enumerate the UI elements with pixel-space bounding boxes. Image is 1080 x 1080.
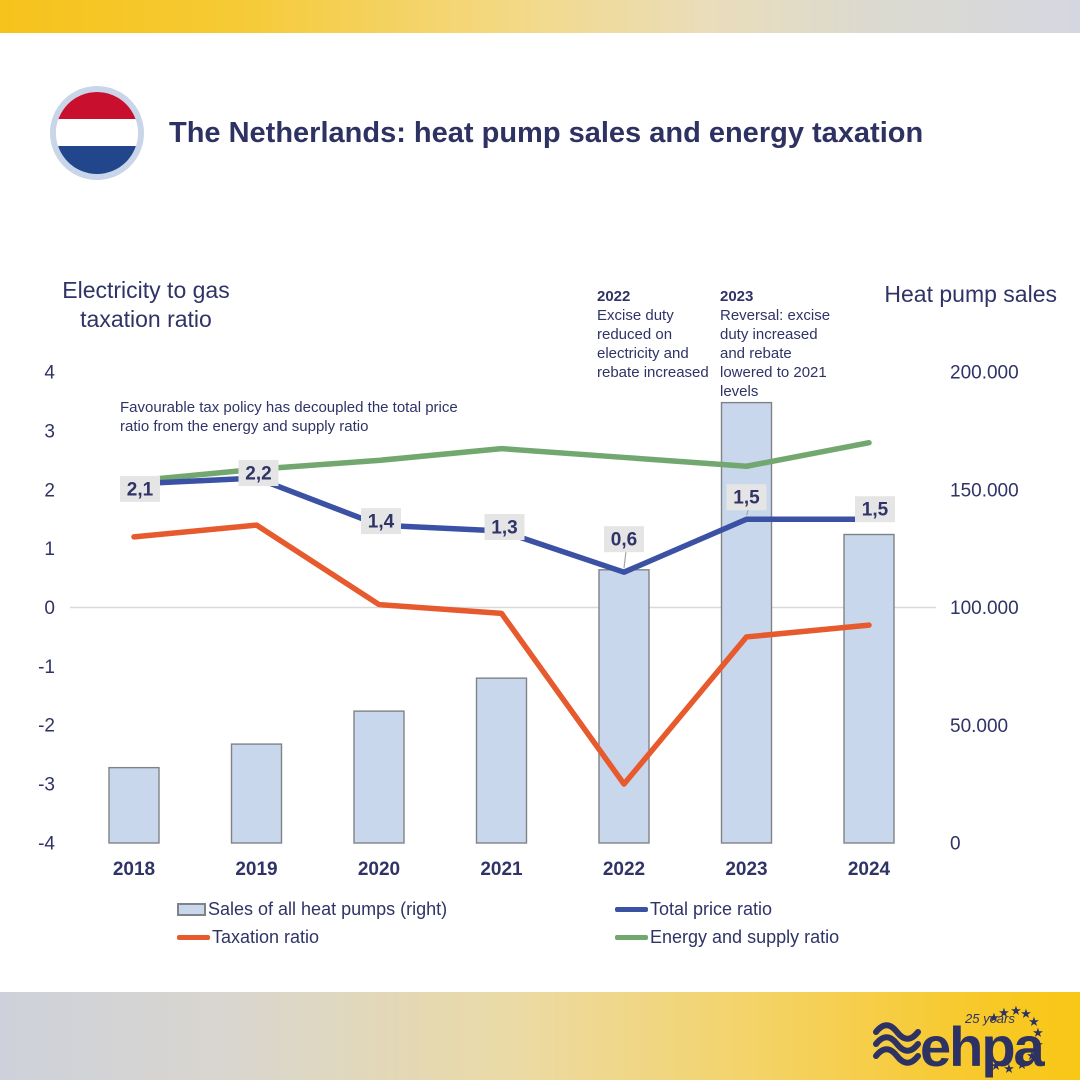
- year-label-2020: 2020: [358, 859, 400, 880]
- year-labels: 2018 2019 2020 2021 2022 2023 2024: [113, 859, 891, 880]
- bar-swatch-icon: [177, 903, 206, 916]
- point-label-bg: [238, 460, 279, 487]
- legend-item-energy-supply: Energy and supply ratio: [615, 927, 839, 948]
- right-tick-label: 100.000: [950, 598, 1019, 619]
- left-axis-ticks: 4 3 2 1 0 -1 -2 -3 -4: [38, 363, 55, 855]
- left-tick-label: -2: [38, 716, 55, 737]
- left-tick-label: 3: [44, 421, 55, 442]
- sales-bar-2024: [843, 533, 895, 844]
- point-label-bg: [484, 513, 525, 540]
- year-label-2024: 2024: [848, 859, 891, 880]
- svg-text:★: ★: [988, 1010, 1000, 1025]
- point-label: 1,4: [368, 512, 395, 533]
- flag-stripe-blue: [56, 146, 138, 174]
- ehpa-logo: ehpa 25 years ★★ ★ ★★★ ★★★ ★★: [873, 1003, 1048, 1078]
- point-label-bg: [120, 475, 160, 502]
- chart-legend: Sales of all heat pumps (right) Total pr…: [177, 899, 839, 948]
- svg-text:★: ★: [1003, 1061, 1015, 1076]
- legend-label-energy-supply: Energy and supply ratio: [650, 927, 840, 947]
- annotation-2022-year: 2022: [597, 288, 631, 305]
- line-swatch-orange-icon: [177, 935, 210, 940]
- point-label-bg: [361, 508, 401, 535]
- year-label-2022: 2022: [603, 859, 645, 880]
- legend-label-sales: Sales of all heat pumps (right): [208, 899, 448, 919]
- point-label: 1,5: [862, 500, 889, 521]
- legend-label-total-price: Total price ratio: [650, 899, 773, 919]
- year-label-2018: 2018: [113, 859, 155, 880]
- left-tick-label: -3: [38, 775, 55, 796]
- ehpa-25-years-label: 25 years: [964, 1011, 1015, 1026]
- ehpa-wordmark: ehpa: [920, 1015, 1046, 1078]
- svg-text:★: ★: [1016, 1057, 1028, 1072]
- left-axis-title-line1: Electricity to gas: [62, 277, 230, 303]
- point-label-bg: [604, 526, 644, 553]
- sales-bar-2021: [475, 677, 528, 844]
- legend-label-taxation: Taxation ratio: [212, 927, 320, 947]
- label-leader-line: [623, 551, 627, 569]
- left-tick-label: -4: [38, 833, 55, 854]
- left-tick-label: 1: [44, 539, 55, 560]
- point-label: 1,5: [733, 488, 760, 509]
- year-label-2021: 2021: [480, 859, 523, 880]
- legend-item-sales: Sales of all heat pumps (right): [177, 899, 615, 920]
- svg-text:★: ★: [1020, 1006, 1032, 1021]
- annotation-2022-text: Excise duty reduced on electricity and r…: [597, 307, 709, 381]
- left-tick-label: 2: [44, 480, 55, 501]
- left-axis-title: Electricity to gas taxation ratio: [48, 276, 244, 334]
- year-label-2023: 2023: [725, 859, 767, 880]
- svg-text:★: ★: [1028, 1014, 1040, 1029]
- annotation-2023-year: 2023: [720, 288, 754, 305]
- right-axis-title: Heat pump sales: [884, 281, 1057, 307]
- annotation-2023-text: Reversal: excise duty increased and reba…: [720, 307, 831, 400]
- svg-text:★: ★: [1010, 1003, 1022, 1018]
- svg-text:★: ★: [1032, 1025, 1044, 1040]
- flag-stripe-red: [56, 92, 138, 120]
- point-label: 0,6: [611, 530, 637, 551]
- point-labels: 2,1 2,2 1,4 1,3 0,6 1,5 1,5: [120, 460, 895, 569]
- annotation-decoupled: Favourable tax policy has decoupled the …: [120, 399, 458, 435]
- legend-item-taxation: Taxation ratio: [177, 927, 615, 948]
- point-label-bg: [855, 496, 895, 523]
- sales-bar-2022: [598, 569, 650, 844]
- svg-text:★: ★: [1032, 1037, 1044, 1052]
- right-tick-label: 200.000: [950, 363, 1019, 384]
- right-tick-label: 50.000: [950, 716, 1008, 737]
- annotation-2022: 2022 Excise duty reduced on electricity …: [597, 287, 711, 382]
- point-label: 2,2: [245, 464, 271, 485]
- bottom-gradient-bar: ehpa 25 years ★ ★ ★ ★ ★ ★ ★ ★ ★ ★ ★: [0, 992, 1080, 1080]
- netherlands-flag-icon: [50, 86, 144, 180]
- header: The Netherlands: heat pump sales and ene…: [50, 86, 923, 180]
- left-tick-label: -1: [38, 657, 55, 678]
- page-title: The Netherlands: heat pump sales and ene…: [169, 116, 924, 149]
- sales-bar-2018: [108, 766, 160, 844]
- left-tick-label: 0: [44, 598, 55, 619]
- left-tick-label: 4: [44, 363, 55, 384]
- right-tick-label: 0: [950, 834, 961, 855]
- sales-bar-2019: [230, 743, 283, 844]
- point-label: 1,3: [491, 517, 517, 538]
- annotation-2023: 2023 Reversal: excise duty increased and…: [720, 287, 834, 401]
- svg-text:★: ★: [1026, 1048, 1038, 1063]
- point-label-bg: [726, 484, 767, 511]
- top-gradient-bar: [0, 0, 1080, 33]
- svg-text:★: ★: [998, 1005, 1010, 1020]
- right-axis-ticks: 200.000 150.000 100.000 50.000 0: [950, 363, 1019, 855]
- ehpa-waves-icon: [873, 1022, 921, 1066]
- sales-bars: [108, 401, 895, 844]
- right-tick-label: 150.000: [950, 480, 1019, 501]
- sales-bar-2023: [720, 401, 773, 844]
- line-taxation-ratio: [131, 522, 872, 787]
- ehpa-stars-icon: ★★ ★ ★★★ ★★★ ★★: [988, 1003, 1044, 1076]
- left-axis-title-line2: taxation ratio: [80, 306, 212, 332]
- line-swatch-green-icon: [615, 935, 648, 940]
- year-label-2019: 2019: [235, 859, 277, 880]
- line-swatch-blue-icon: [615, 907, 648, 912]
- sales-bar-2020: [353, 710, 405, 844]
- flag-stripe-white: [56, 119, 138, 147]
- point-label: 2,1: [127, 479, 154, 500]
- svg-text:★: ★: [990, 1058, 1002, 1073]
- legend-item-total-price: Total price ratio: [615, 899, 839, 920]
